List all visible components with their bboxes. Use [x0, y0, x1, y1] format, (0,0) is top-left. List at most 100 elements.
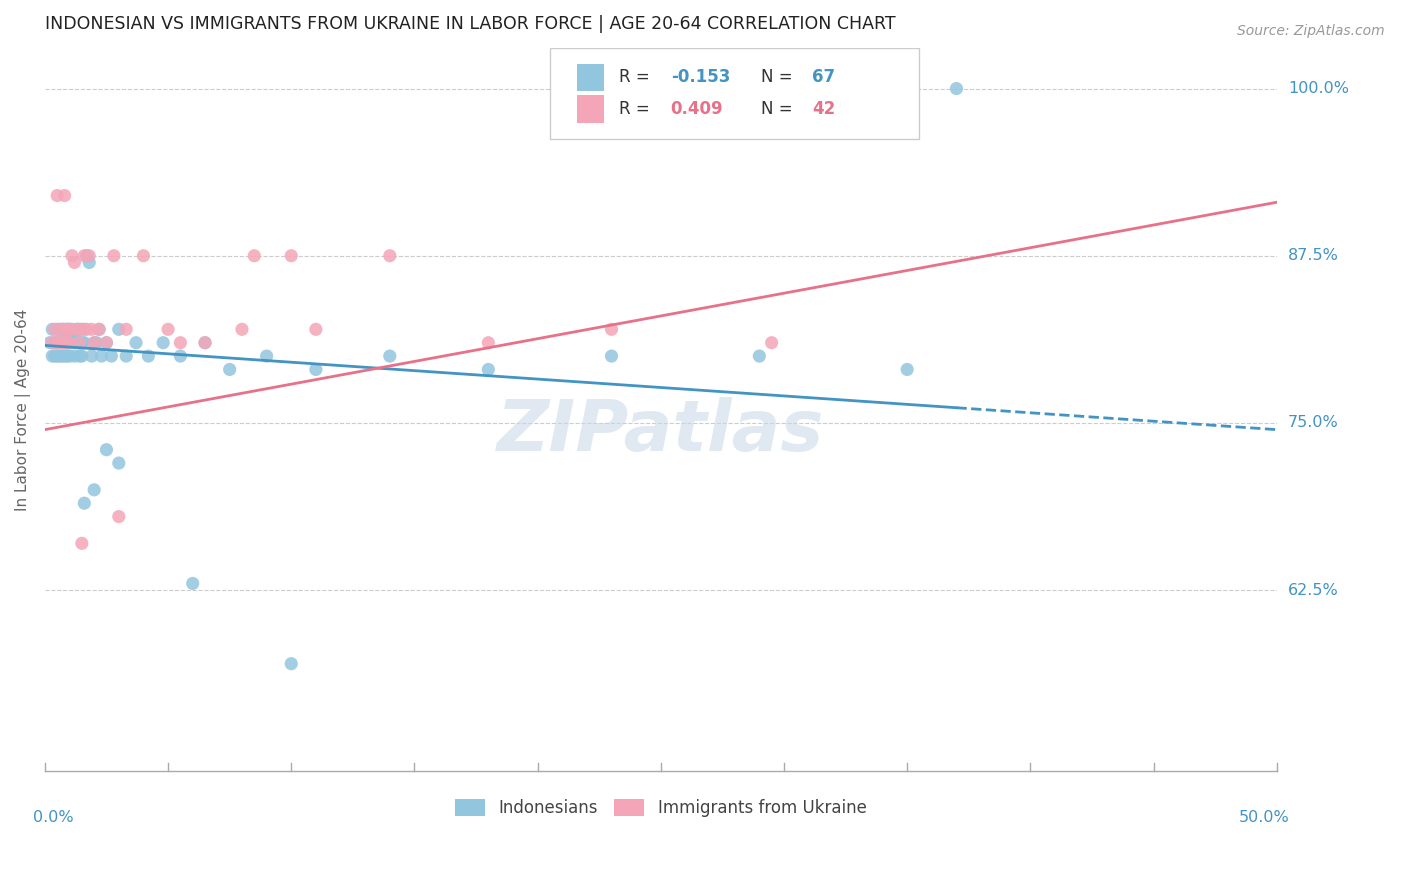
Point — [243, 249, 266, 263]
Point — [56, 335, 79, 350]
Point — [945, 81, 967, 95]
Point — [80, 322, 103, 336]
Point — [53, 335, 76, 350]
Point — [73, 249, 96, 263]
Point — [53, 322, 76, 336]
Text: 50.0%: 50.0% — [1239, 811, 1289, 825]
Point — [48, 349, 70, 363]
Point — [53, 335, 76, 350]
Point — [66, 322, 89, 336]
Point — [70, 322, 93, 336]
Point — [70, 335, 93, 350]
Point — [44, 349, 66, 363]
Point — [46, 335, 69, 350]
Point — [60, 249, 83, 263]
Point — [48, 335, 70, 350]
Text: R =: R = — [619, 69, 655, 87]
Point — [53, 349, 76, 363]
Point — [46, 322, 69, 336]
Point — [76, 322, 98, 336]
Point — [107, 509, 129, 524]
Point — [748, 349, 770, 363]
Point — [73, 322, 96, 336]
Text: 75.0%: 75.0% — [1288, 416, 1339, 431]
Text: Source: ZipAtlas.com: Source: ZipAtlas.com — [1237, 24, 1385, 38]
Point — [181, 576, 204, 591]
FancyBboxPatch shape — [550, 48, 920, 139]
Point — [80, 349, 103, 363]
Point — [46, 188, 69, 202]
Point — [44, 322, 66, 336]
Point — [896, 81, 918, 95]
Point — [107, 456, 129, 470]
Text: R =: R = — [619, 100, 655, 118]
Point — [477, 362, 499, 376]
Point — [256, 349, 278, 363]
Point — [51, 335, 73, 350]
Point — [63, 255, 86, 269]
Point — [67, 349, 90, 363]
Point — [96, 335, 118, 350]
Text: INDONESIAN VS IMMIGRANTS FROM UKRAINE IN LABOR FORCE | AGE 20-64 CORRELATION CHA: INDONESIAN VS IMMIGRANTS FROM UKRAINE IN… — [45, 15, 896, 33]
Point — [56, 322, 79, 336]
Text: 87.5%: 87.5% — [1288, 248, 1339, 263]
Point — [477, 335, 499, 350]
Point — [46, 335, 69, 350]
Point — [896, 362, 918, 376]
Point — [96, 442, 118, 457]
Point — [66, 335, 89, 350]
Point — [169, 349, 191, 363]
FancyBboxPatch shape — [576, 63, 605, 91]
Point — [60, 335, 83, 350]
Text: -0.153: -0.153 — [671, 69, 730, 87]
Point — [58, 322, 80, 336]
Point — [138, 349, 160, 363]
Point — [41, 322, 63, 336]
Point — [48, 335, 70, 350]
Point — [44, 335, 66, 350]
Point — [58, 335, 80, 350]
Point — [77, 255, 100, 269]
Point — [51, 322, 73, 336]
Point — [63, 329, 86, 343]
Point — [152, 335, 174, 350]
Point — [157, 322, 180, 336]
Point — [115, 349, 138, 363]
Point — [125, 335, 148, 350]
Point — [48, 322, 70, 336]
Point — [77, 249, 100, 263]
Point — [76, 249, 98, 263]
Point — [600, 349, 623, 363]
Text: 42: 42 — [813, 100, 835, 118]
Point — [83, 335, 105, 350]
Point — [58, 322, 80, 336]
Point — [103, 249, 125, 263]
Point — [51, 322, 73, 336]
Point — [51, 349, 73, 363]
Point — [56, 322, 79, 336]
Point — [53, 188, 76, 202]
FancyBboxPatch shape — [576, 95, 605, 123]
Point — [761, 335, 783, 350]
Point — [67, 322, 90, 336]
Point — [51, 335, 73, 350]
Point — [60, 322, 83, 336]
Point — [56, 335, 79, 350]
Point — [231, 322, 253, 336]
Point — [305, 322, 328, 336]
Point — [87, 322, 110, 336]
Point — [58, 329, 80, 343]
Point — [90, 349, 112, 363]
Point — [56, 349, 79, 363]
Point — [46, 349, 69, 363]
Y-axis label: In Labor Force | Age 20-64: In Labor Force | Age 20-64 — [15, 309, 31, 511]
Point — [83, 335, 105, 350]
Point — [66, 322, 89, 336]
Point — [38, 335, 60, 350]
Text: 62.5%: 62.5% — [1288, 582, 1339, 598]
Point — [115, 322, 138, 336]
Point — [600, 322, 623, 336]
Point — [378, 349, 401, 363]
Point — [132, 249, 155, 263]
Point — [100, 349, 122, 363]
